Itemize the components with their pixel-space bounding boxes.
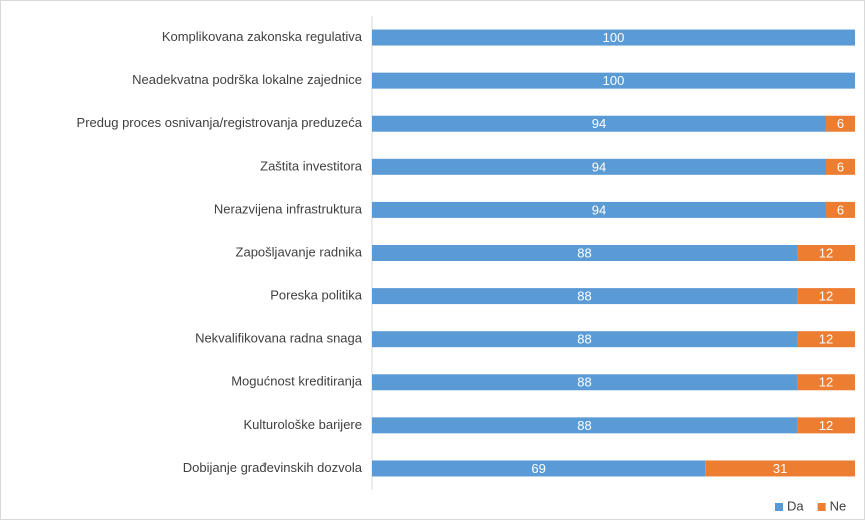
data-label: 12 bbox=[819, 375, 833, 390]
y-tick-label: Komplikovana zakonska regulativa bbox=[162, 29, 363, 44]
data-label: 69 bbox=[531, 461, 545, 476]
bar-segment bbox=[826, 115, 855, 132]
bar-segment bbox=[372, 201, 827, 218]
y-tick-label: Predug proces osnivanja/registrovanja pr… bbox=[77, 115, 363, 130]
bar-segment bbox=[372, 374, 798, 391]
bar-segment bbox=[797, 374, 855, 391]
data-label: 88 bbox=[577, 332, 591, 347]
bar-segment bbox=[797, 288, 855, 305]
y-tick-label: Mogućnost kreditiranja bbox=[231, 374, 363, 389]
y-tick-label: Zapošljavanje radnika bbox=[236, 244, 363, 259]
legend-swatch bbox=[775, 503, 783, 511]
bar-segment bbox=[372, 72, 855, 89]
y-tick-label: Zaštita investitora bbox=[260, 158, 363, 173]
legend-label: Da bbox=[787, 498, 804, 513]
bar-segment bbox=[797, 331, 855, 348]
bar-segment bbox=[372, 288, 798, 305]
bar-segment bbox=[826, 158, 855, 175]
data-label: 88 bbox=[577, 418, 591, 433]
data-label: 88 bbox=[577, 375, 591, 390]
data-label: 94 bbox=[592, 159, 606, 174]
data-label: 12 bbox=[819, 418, 833, 433]
bar-segment bbox=[797, 245, 855, 261]
data-label: 31 bbox=[773, 461, 787, 476]
y-tick-label: Nerazvijena infrastruktura bbox=[214, 201, 363, 216]
legend-label: Ne bbox=[830, 498, 847, 513]
data-label: 94 bbox=[592, 202, 606, 217]
y-tick-label: Kulturološke barijere bbox=[243, 417, 362, 432]
data-label: 100 bbox=[603, 30, 625, 45]
data-label: 6 bbox=[837, 202, 844, 217]
y-tick-label: Neadekvatna podrška lokalne zajednice bbox=[132, 72, 362, 87]
data-label: 100 bbox=[603, 73, 625, 88]
data-label: 12 bbox=[819, 332, 833, 347]
bar-segment bbox=[372, 245, 798, 261]
bar-segment bbox=[826, 201, 855, 218]
y-tick-label: Nekvalifikovana radna snaga bbox=[195, 331, 363, 346]
bar-segment bbox=[372, 417, 798, 434]
bar-segment bbox=[372, 158, 827, 175]
data-label: 88 bbox=[577, 289, 591, 304]
y-tick-label: Poreska politika bbox=[270, 288, 363, 303]
data-label: 12 bbox=[819, 289, 833, 304]
legend-swatch bbox=[817, 503, 826, 511]
data-label: 12 bbox=[819, 245, 833, 260]
bar-segment bbox=[797, 417, 855, 434]
bar-segment bbox=[372, 115, 827, 132]
data-label: 6 bbox=[837, 159, 844, 174]
bar-segment bbox=[372, 331, 798, 348]
bar-segment bbox=[372, 460, 706, 477]
data-label: 94 bbox=[592, 116, 606, 131]
bar-segment bbox=[705, 460, 855, 477]
bar-segment bbox=[372, 29, 855, 46]
data-label: 6 bbox=[837, 116, 844, 131]
y-tick-label: Dobijanje građevinskih dozvola bbox=[183, 460, 363, 475]
data-label: 88 bbox=[577, 245, 591, 260]
